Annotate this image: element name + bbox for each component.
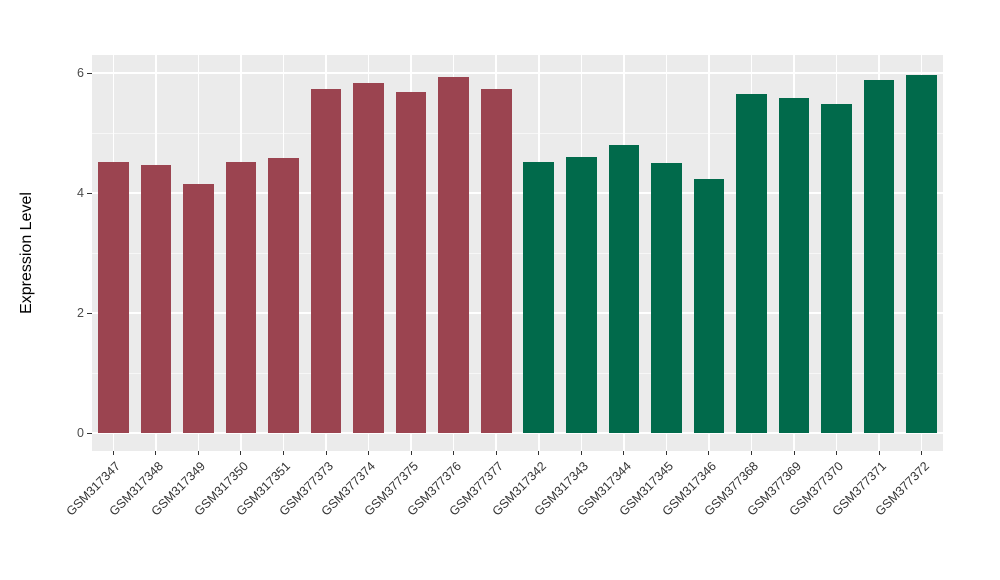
bar-GSM317347 <box>97 162 129 433</box>
bar-GSM317349 <box>183 183 214 433</box>
x-axis-labels: GSM317347 GSM317348 GSM317349 GSM317350 GSM3… <box>64 459 943 569</box>
y-tick-label: 0 <box>77 425 84 440</box>
bar-GSM317343 <box>566 156 597 433</box>
bar-GSM317342 <box>523 162 555 433</box>
x-tick-mark <box>282 451 284 455</box>
bar-GSM377376 <box>438 76 469 433</box>
y-tick-label: 2 <box>77 305 84 320</box>
bar-GSM377374 <box>353 82 384 433</box>
x-tick-mark <box>793 451 795 455</box>
x-tick-mark <box>665 451 667 455</box>
y-tick-mark <box>87 73 92 75</box>
bar-GSM317351 <box>268 158 299 433</box>
y-tick-mark <box>87 313 92 315</box>
x-tick-mark <box>112 451 114 455</box>
gridline-minor-h <box>92 133 943 135</box>
gridline-major-h <box>92 72 943 75</box>
x-tick-mark <box>921 451 923 455</box>
x-tick-mark <box>410 451 412 455</box>
bar-GSM377370 <box>821 104 852 433</box>
y-tick-mark <box>87 193 92 195</box>
x-tick-mark <box>538 451 540 455</box>
x-tick-mark <box>623 451 625 455</box>
x-tick-mark <box>878 451 880 455</box>
x-tick-mark <box>155 451 157 455</box>
x-tick-mark <box>197 451 199 455</box>
bar-GSM317350 <box>225 162 257 433</box>
bar-GSM377369 <box>778 98 810 433</box>
x-tick-mark <box>580 451 582 455</box>
gridline-major-h <box>92 192 943 195</box>
bar-GSM377377 <box>480 89 512 433</box>
y-tick-label: 6 <box>77 65 84 80</box>
plot-panel <box>92 55 943 451</box>
y-tick-mark <box>87 433 92 434</box>
x-tick-mark <box>453 451 455 455</box>
bar-GSM377375 <box>395 91 427 433</box>
bar-GSM377372 <box>906 75 938 433</box>
x-tick-mark <box>751 451 753 455</box>
y-axis-title: Expression Level <box>18 192 35 314</box>
bar-GSM317345 <box>651 162 682 433</box>
bar-GSM377371 <box>863 79 895 433</box>
bar-GSM317346 <box>693 178 725 433</box>
y-tick-label: 4 <box>77 185 84 200</box>
gridline-minor-h <box>92 373 943 375</box>
bar-GSM377373 <box>310 88 342 433</box>
bar-GSM377368 <box>736 93 767 433</box>
x-tick-mark <box>495 451 497 455</box>
x-tick-mark <box>708 451 710 455</box>
x-tick-mark <box>325 451 327 455</box>
gridline-major-h <box>92 312 943 315</box>
gridline-major-h <box>92 432 943 434</box>
bar-GSM317348 <box>140 165 172 433</box>
bar-GSM317344 <box>608 144 640 433</box>
x-tick-mark <box>836 451 838 455</box>
gridline-minor-h <box>92 253 943 255</box>
x-tick-mark <box>368 451 370 455</box>
x-tick-mark <box>240 451 242 455</box>
